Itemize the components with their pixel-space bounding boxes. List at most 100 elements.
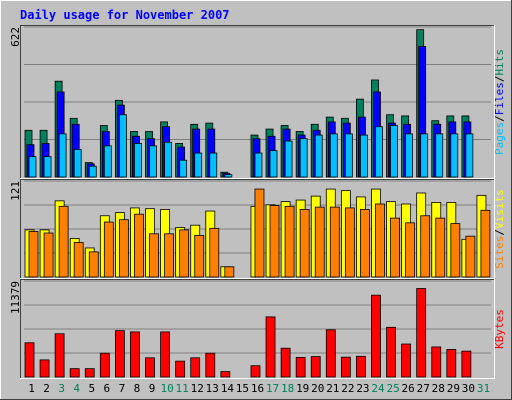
axis-label-part: / — [493, 115, 506, 122]
bar-pages — [119, 115, 126, 177]
bar-sites — [300, 209, 309, 277]
bar-pages — [466, 134, 473, 177]
bar-pages — [165, 142, 172, 177]
bar-kbytes — [417, 289, 426, 377]
day-label: 7 — [119, 382, 126, 395]
day-label: 2 — [43, 382, 50, 395]
bar-pages — [360, 135, 367, 177]
day-label: 20 — [311, 382, 324, 395]
bar-pages — [345, 134, 352, 177]
bar-kbytes — [281, 348, 290, 377]
day-label: 10 — [160, 382, 173, 395]
bar-pages — [375, 127, 382, 177]
bar-sites — [210, 228, 219, 277]
bar-pages — [225, 175, 232, 177]
day-label: 21 — [326, 382, 339, 395]
bar-pages — [29, 157, 36, 177]
bar-kbytes — [40, 360, 49, 377]
bar-sites — [89, 252, 98, 277]
panel-visits-sites: 121 Sites/Visits — [9, 179, 506, 279]
bar-sites — [270, 206, 279, 277]
bar-sites — [285, 206, 294, 277]
chart-title: Daily usage for November 2007 — [20, 8, 230, 22]
bar-sites — [345, 208, 354, 277]
day-label: 19 — [296, 382, 309, 395]
bar-pages — [89, 166, 96, 177]
bar-kbytes — [161, 332, 170, 377]
bar-sites — [360, 209, 369, 277]
bar-sites — [330, 207, 339, 277]
bar-kbytes — [341, 357, 350, 377]
bar-sites — [466, 236, 475, 277]
panel-axis-label: KBytes — [493, 309, 506, 349]
bar-kbytes — [462, 351, 471, 377]
panel-kbytes: 11379 KBytes — [9, 279, 506, 379]
day-label: 1 — [28, 382, 35, 395]
day-label: 14 — [221, 382, 235, 395]
bar-kbytes — [326, 330, 335, 377]
bar-sites — [436, 218, 445, 277]
bar-sites — [195, 235, 204, 277]
bar-kbytes — [266, 317, 275, 377]
day-label: 3 — [58, 382, 65, 395]
panel-axis-label: Pages/Files/Hits — [493, 49, 506, 155]
bar-kbytes — [146, 358, 155, 377]
day-label: 4 — [73, 382, 80, 395]
day-label: 22 — [341, 382, 354, 395]
bar-sites — [59, 206, 68, 277]
bar-sites — [451, 224, 460, 277]
bar-kbytes — [311, 357, 320, 377]
bar-sites — [225, 267, 234, 277]
bar-kbytes — [356, 356, 365, 377]
day-label: 23 — [356, 382, 369, 395]
bar-kbytes — [387, 327, 396, 377]
bar-pages — [391, 125, 398, 177]
bar-pages — [285, 141, 292, 177]
bar-kbytes — [115, 331, 124, 377]
bar-kbytes — [25, 343, 34, 377]
bar-kbytes — [191, 358, 200, 377]
bar-pages — [300, 139, 307, 177]
day-label: 6 — [104, 382, 111, 395]
bar-pages — [451, 134, 458, 177]
axis-label-part: Files — [493, 82, 506, 115]
day-label: 13 — [206, 382, 219, 395]
day-label: 18 — [281, 382, 294, 395]
bar-pages — [195, 153, 202, 177]
bar-sites — [119, 220, 128, 277]
day-label: 31 — [477, 382, 490, 395]
bar-kbytes — [447, 349, 456, 377]
day-label: 28 — [432, 382, 445, 395]
bar-pages — [104, 146, 111, 177]
day-label: 9 — [149, 382, 156, 395]
bar-kbytes — [206, 353, 215, 377]
bar-kbytes — [251, 366, 260, 377]
bar-sites — [165, 234, 174, 277]
bar-pages — [210, 153, 217, 177]
bar-pages — [315, 135, 322, 177]
day-label: 5 — [88, 382, 95, 395]
bar-pages — [74, 149, 81, 177]
panel-max-label: 622 — [9, 27, 22, 47]
bar-sites — [406, 223, 415, 277]
bar-pages — [406, 134, 413, 177]
bar-sites — [421, 216, 430, 277]
axis-label-part: / — [493, 229, 506, 236]
bar-sites — [29, 231, 38, 277]
day-label: 29 — [447, 382, 460, 395]
panel-max-label: 11379 — [9, 281, 22, 314]
bar-sites — [375, 204, 384, 277]
day-label: 26 — [402, 382, 415, 395]
axis-label-part: Hits — [493, 49, 506, 76]
bar-kbytes — [371, 295, 380, 377]
day-label: 11 — [176, 382, 189, 395]
bar-sites — [481, 210, 490, 277]
panel-axis-label: Sites/Visits — [493, 189, 506, 269]
bar-kbytes — [55, 334, 64, 377]
axis-label-part: KBytes — [493, 309, 506, 349]
bar-sites — [74, 242, 83, 277]
axis-label-part: Pages — [493, 122, 506, 155]
day-label: 30 — [462, 382, 475, 395]
